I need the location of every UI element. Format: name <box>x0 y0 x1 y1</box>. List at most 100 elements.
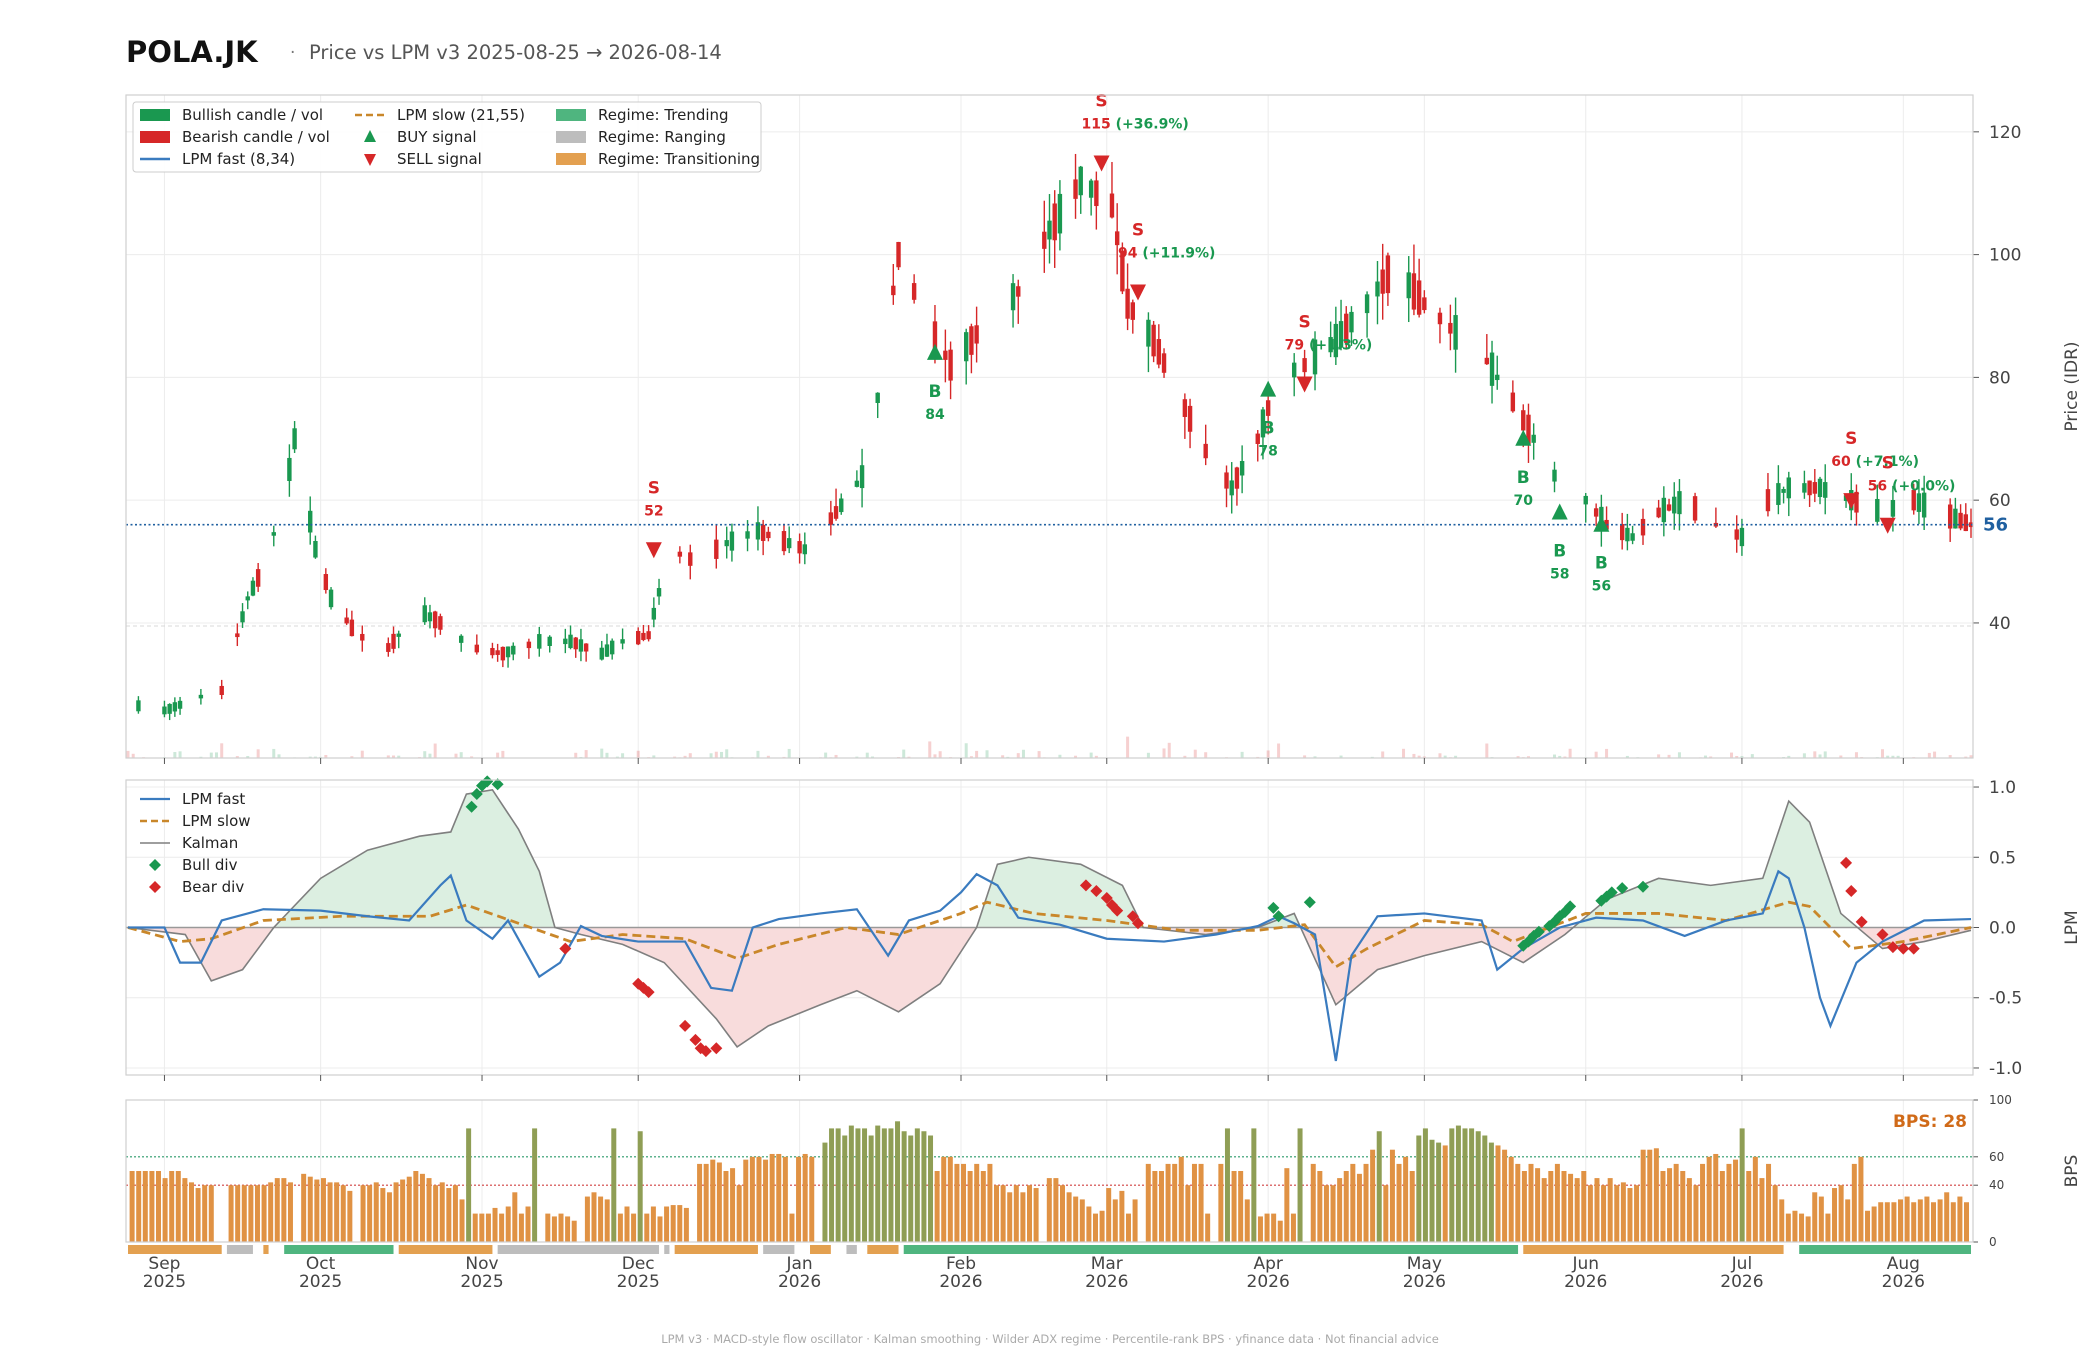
candle-body <box>1230 480 1234 495</box>
bps-bar <box>387 1192 392 1242</box>
bps-bar <box>1575 1178 1580 1242</box>
bps-bar <box>822 1143 827 1242</box>
candle-body <box>688 552 692 565</box>
legend-entry: LPM slow (21,55) <box>397 106 525 124</box>
volume-bar <box>434 744 437 758</box>
candle-body <box>1438 313 1442 325</box>
bps-bar <box>506 1207 511 1243</box>
bps-bar <box>710 1160 715 1242</box>
lpm-legend-entry: LPM fast <box>182 790 245 808</box>
volume-bar <box>423 751 426 758</box>
bps-bar <box>1779 1199 1784 1242</box>
bps-bar <box>1713 1154 1718 1242</box>
regime-band-ranging <box>763 1245 794 1254</box>
bps-current-label: BPS: 28 <box>1893 1112 1967 1132</box>
candle-body <box>1823 482 1827 498</box>
candle-body <box>1766 489 1770 511</box>
candle-body <box>1375 282 1379 297</box>
bps-bar <box>1430 1140 1435 1242</box>
bps-bar <box>902 1131 907 1242</box>
volume-bar <box>637 751 640 758</box>
bps-bar <box>202 1185 207 1242</box>
sell-signal-label: S <box>648 478 660 498</box>
volume-bar <box>1168 743 1171 758</box>
candle-body <box>350 620 354 636</box>
bps-bar <box>1773 1185 1778 1242</box>
volume-bar <box>1090 753 1093 758</box>
volume-bar <box>928 741 931 758</box>
bps-bar <box>1284 1168 1289 1242</box>
bps-bar <box>1568 1174 1573 1242</box>
bps-bar <box>440 1182 445 1242</box>
candle-body <box>1151 325 1155 357</box>
candle-body <box>475 645 479 653</box>
candle-body <box>745 531 749 538</box>
volume-bar <box>725 749 728 758</box>
bps-bar <box>961 1164 966 1242</box>
candle-body <box>1058 194 1062 234</box>
candle-body <box>1776 483 1780 505</box>
candle-body <box>1146 320 1150 347</box>
bps-bar <box>1100 1211 1105 1242</box>
x-tick-month: Feb <box>946 1254 976 1274</box>
bear-div-marker <box>1840 857 1852 869</box>
x-tick-year: 2025 <box>460 1272 503 1292</box>
bps-bar <box>1113 1199 1118 1242</box>
bps-bar <box>512 1192 517 1242</box>
volume-bar <box>975 751 978 758</box>
bps-bar <box>1298 1128 1303 1242</box>
bps-bar <box>1825 1214 1830 1242</box>
bps-bar <box>1812 1192 1817 1242</box>
bps-bar <box>684 1208 689 1242</box>
candle-body <box>423 605 427 622</box>
regime-band-transitioning <box>399 1245 493 1254</box>
candle-body <box>1818 479 1822 497</box>
volume-bar <box>1824 751 1827 758</box>
bps-bar <box>255 1185 260 1242</box>
bps-bar <box>796 1157 801 1242</box>
candle-body <box>657 588 661 596</box>
bps-bar <box>789 1214 794 1242</box>
volume-bar <box>1204 752 1207 758</box>
candle-body <box>313 541 317 558</box>
candle-body <box>1584 496 1588 504</box>
lpm-legend-entry: Kalman <box>182 834 238 852</box>
regime-band-trending <box>1799 1245 1971 1254</box>
bps-bar <box>651 1207 656 1243</box>
buy-signal-label: B <box>1553 541 1566 561</box>
bps-bar <box>1357 1174 1362 1242</box>
bps-bar <box>130 1171 135 1242</box>
legend-entry: LPM fast (8,34) <box>182 150 295 168</box>
bps-bar <box>987 1164 992 1242</box>
bps-bar <box>1885 1202 1890 1242</box>
bps-bar <box>1119 1191 1124 1242</box>
candle-body <box>943 351 947 360</box>
bps-bar <box>1225 1128 1230 1242</box>
bps-bar <box>1166 1164 1171 1242</box>
candle-body <box>1740 528 1744 546</box>
regime-band-transitioning <box>810 1245 831 1254</box>
bps-bar <box>1443 1145 1448 1242</box>
candle-body <box>324 574 328 590</box>
bps-bar <box>1370 1150 1375 1242</box>
bps-bar <box>1377 1131 1382 1242</box>
bps-bar <box>288 1182 293 1242</box>
candle-body <box>1448 323 1452 334</box>
x-tick-year: 2026 <box>778 1272 821 1292</box>
regime-band-transitioning <box>128 1245 222 1254</box>
legend-entry: Regime: Transitioning <box>598 150 760 168</box>
legend-swatch-ranging <box>556 131 586 143</box>
bps-bar <box>1449 1128 1454 1242</box>
bps-bar <box>717 1162 722 1242</box>
candle-body <box>1386 255 1390 293</box>
candle-body <box>730 532 734 551</box>
bps-bar <box>1126 1214 1131 1242</box>
candle-body <box>1620 524 1624 540</box>
volume-bar <box>1022 750 1025 758</box>
bps-bar <box>1687 1178 1692 1242</box>
candle-body <box>1813 482 1817 494</box>
candle-body <box>1495 375 1499 380</box>
volume-bar <box>585 750 588 758</box>
bps-bar <box>1674 1164 1679 1242</box>
